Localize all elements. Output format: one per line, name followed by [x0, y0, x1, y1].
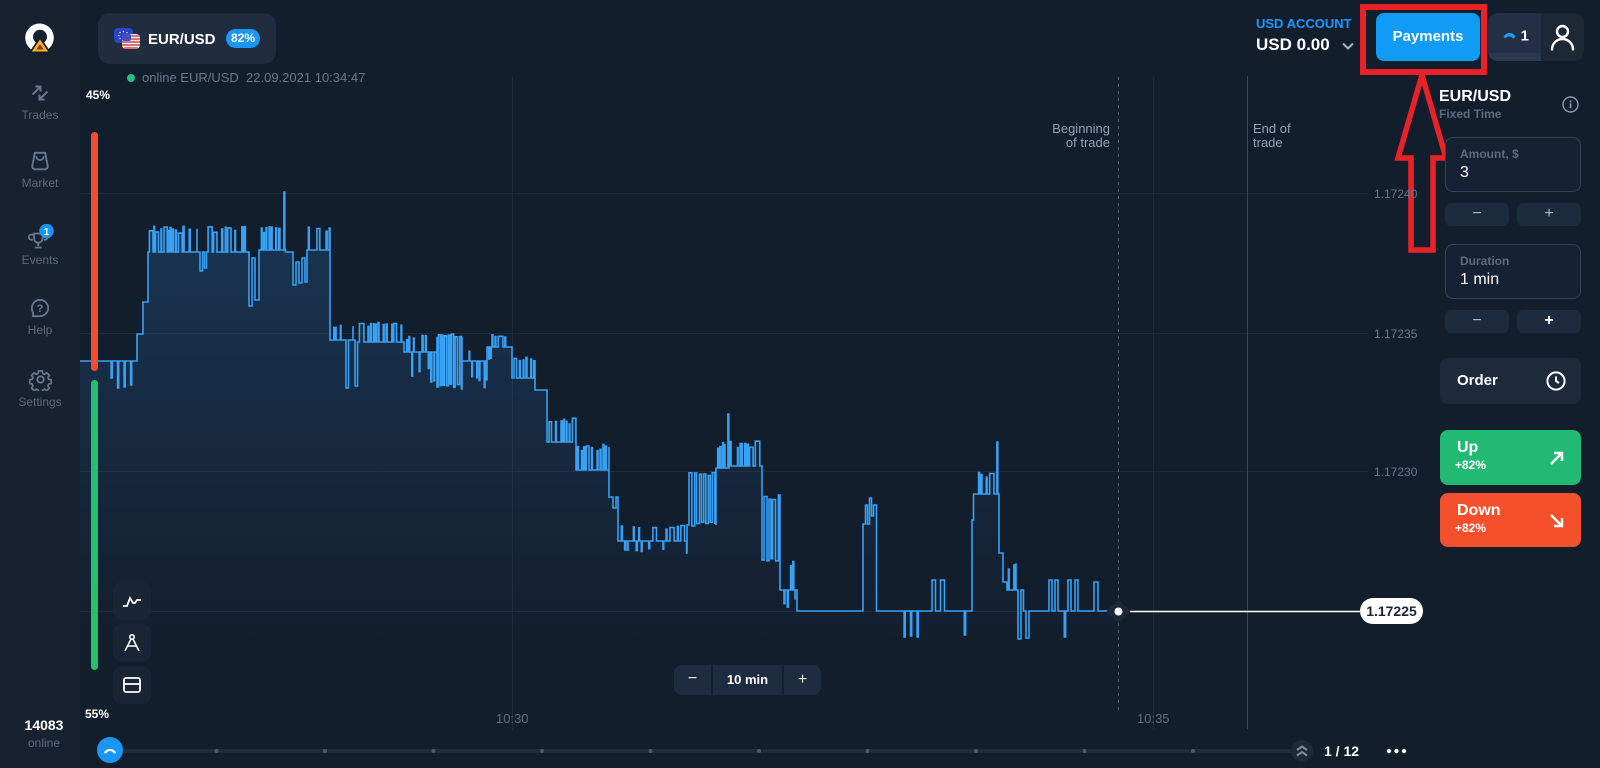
svg-text:1: 1 — [1521, 28, 1529, 45]
svg-text:1: 1 — [44, 227, 50, 238]
svg-text:?: ? — [37, 303, 44, 315]
